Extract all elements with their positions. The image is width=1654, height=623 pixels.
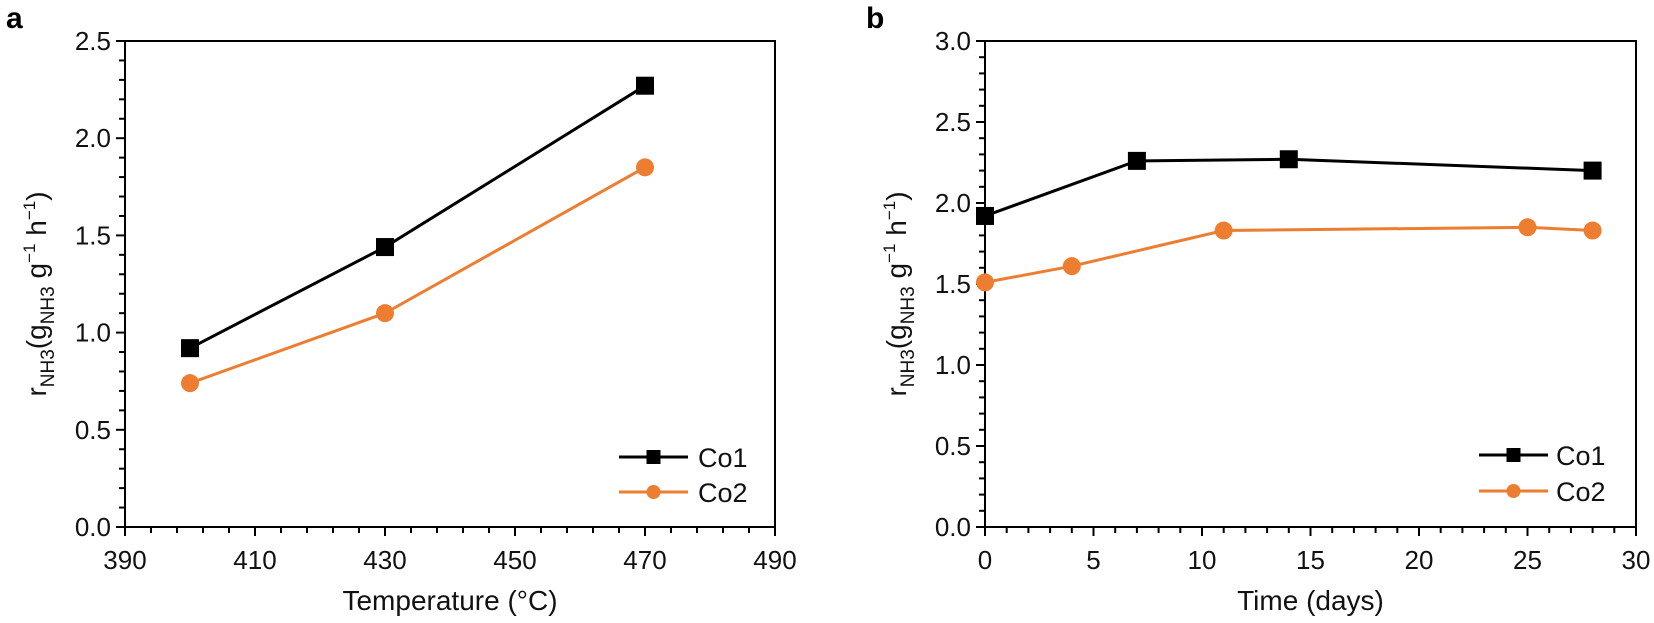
- series-co2: [976, 218, 1602, 292]
- y-tick-label: 1.5: [75, 220, 111, 250]
- x-tick-label: 25: [1513, 545, 1542, 575]
- y-tick-label: 0.0: [935, 512, 971, 542]
- y-axis-title-base: r: [21, 387, 52, 396]
- legend-entry-co1: Co1: [619, 443, 748, 473]
- data-point-circle: [1583, 221, 1602, 240]
- legend-entry-co2: Co2: [1479, 477, 1606, 507]
- x-tick-label: 450: [493, 545, 536, 575]
- series-line: [189, 84, 646, 350]
- x-tick-label: 10: [1188, 545, 1217, 575]
- y-axis-title-tail-sup: −1: [20, 201, 39, 220]
- y-tick-label: 1.0: [75, 318, 111, 348]
- x-tick-label: 15: [1296, 545, 1325, 575]
- data-point-circle: [636, 158, 654, 177]
- y-axis-title-mid: g: [21, 263, 52, 286]
- data-point-square: [181, 339, 199, 358]
- data-point-circle: [976, 273, 994, 292]
- x-tick-label: 470: [623, 545, 666, 575]
- y-axis-title: rNH3(gNH3 g−1 h−1): [880, 191, 919, 396]
- series-line: [984, 225, 1593, 284]
- legend-entry-co2: Co2: [619, 478, 748, 508]
- x-tick-label: 5: [1086, 545, 1100, 575]
- plot-frame: [124, 40, 776, 528]
- y-axis-title-mid-sup: −1: [880, 244, 899, 263]
- y-tick-label: 2.5: [935, 107, 971, 137]
- x-tick-label: 0: [978, 545, 992, 575]
- y-tick-label: 2.0: [935, 188, 971, 218]
- legend-label: Co2: [698, 478, 748, 508]
- y-axis-title-paren-sub: NH3: [38, 286, 59, 324]
- legend-label: Co1: [698, 443, 748, 473]
- data-point-square: [1127, 151, 1146, 170]
- series-co1: [181, 76, 654, 358]
- y-axis-title-base-sub: NH3: [38, 349, 59, 387]
- y-tick-label: 0.0: [75, 512, 111, 542]
- x-tick-label: 430: [363, 545, 406, 575]
- y-tick-label: 0.5: [75, 415, 111, 445]
- x-axis: 390 410 430 450 470 490: [103, 527, 797, 575]
- x-tick-label: 390: [103, 545, 146, 575]
- x-axis-title: Time (days): [1237, 585, 1384, 616]
- data-point-square: [1279, 150, 1298, 169]
- y-axis-title: rNH3(gNH3 g−1 h−1): [20, 191, 59, 396]
- chart-panel-b: b 0.0 0.5 1.0 1.5 2.0 2.5 3.0 0 5 10 15 20 25 30 Time (…: [866, 2, 1650, 616]
- data-point-square: [1583, 161, 1602, 180]
- x-axis-title: Temperature (°C): [342, 585, 557, 616]
- y-axis: 0.0 0.5 1.0 1.5 2.0 2.5 3.0: [935, 26, 985, 542]
- legend-entry-co1: Co1: [1479, 441, 1606, 471]
- y-axis-title-paren-open: (g: [21, 324, 52, 349]
- x-tick-label: 30: [1622, 545, 1651, 575]
- data-point-square: [976, 206, 994, 225]
- data-point-circle: [181, 374, 199, 393]
- y-axis-title-close: ): [881, 191, 912, 200]
- legend-label: Co1: [1556, 441, 1606, 471]
- y-axis-title-mid-sup: −1: [20, 244, 39, 263]
- series-line: [189, 166, 646, 385]
- legend-label: Co2: [1556, 477, 1606, 507]
- y-tick-label: 2.0: [75, 123, 111, 153]
- y-tick-label: 3.0: [935, 26, 971, 56]
- x-tick-label: 490: [753, 545, 796, 575]
- y-tick-label: 1.0: [935, 350, 971, 380]
- y-axis-title-tail-sup: −1: [880, 201, 899, 220]
- data-point-circle: [1214, 221, 1233, 240]
- y-axis-title-close: ): [21, 191, 52, 200]
- panel-label: a: [6, 2, 23, 35]
- panel-label: b: [866, 2, 884, 35]
- legend-marker-square: [1506, 448, 1521, 462]
- data-point-square: [636, 76, 654, 95]
- x-axis: 0 5 10 15 20 25 30: [978, 527, 1651, 575]
- y-axis-title-tail: h: [21, 220, 52, 243]
- x-tick-label: 410: [233, 545, 276, 575]
- y-axis-title-base: r: [881, 387, 912, 396]
- legend-marker-circle: [646, 485, 661, 499]
- y-axis-title-base-sub: NH3: [898, 349, 919, 387]
- data-point-circle: [1062, 257, 1081, 276]
- y-tick-label: 1.5: [935, 269, 971, 299]
- legend-marker-circle: [1506, 484, 1521, 498]
- y-axis-title-paren-open: (g: [881, 324, 912, 349]
- series-co1: [976, 150, 1602, 225]
- series-co2: [181, 158, 654, 393]
- y-tick-label: 0.5: [935, 431, 971, 461]
- y-axis-title-mid: g: [881, 263, 912, 286]
- x-tick-label: 20: [1405, 545, 1434, 575]
- data-point-circle: [376, 304, 394, 323]
- chart-panel-a: a 0.0 0.5 1.0 1.5 2.0 2.5 390 410 430 450 470 490 Tem…: [6, 2, 797, 616]
- y-axis: 0.0 0.5 1.0 1.5 2.0 2.5: [75, 26, 125, 542]
- y-axis-title-tail: h: [881, 220, 912, 243]
- series-line: [984, 157, 1593, 218]
- y-tick-label: 2.5: [75, 26, 111, 56]
- legend-marker-square: [646, 450, 661, 464]
- y-axis-title-paren-sub: NH3: [898, 286, 919, 324]
- data-point-square: [376, 238, 394, 257]
- data-point-circle: [1518, 218, 1537, 237]
